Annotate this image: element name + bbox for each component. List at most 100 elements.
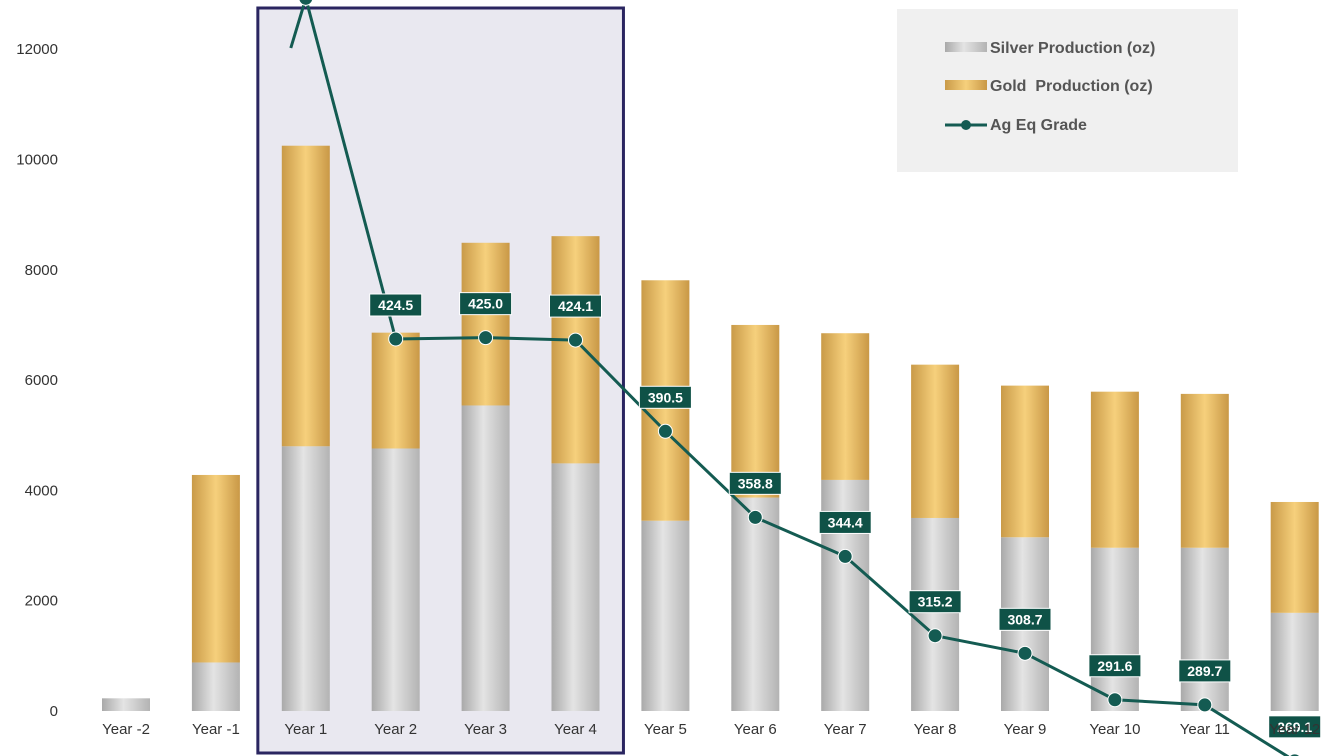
bar-gold-14 <box>1270 501 1319 613</box>
y-tick-label: 6000 <box>25 372 58 389</box>
axis-layer: 0 2000 4000 6000 8000 10000 12000 Year -2 Year -… <box>16 41 1320 738</box>
ag-eq-data-label: 344.4 <box>818 510 872 534</box>
data-label-box <box>728 471 782 495</box>
data-label-box <box>459 292 513 316</box>
legend-gold-swatch <box>945 80 987 90</box>
bar-gold-9 <box>821 333 870 480</box>
legend-silver: Silver Production (oz) <box>945 40 1155 57</box>
legend-silver-swatch <box>945 42 987 52</box>
data-label-text: 424.1 <box>558 298 593 314</box>
data-label-box <box>369 293 423 317</box>
ag-eq-grade-point <box>1017 645 1033 661</box>
data-label-text: 291.6 <box>1097 658 1132 674</box>
ag-eq-grade-point <box>298 0 314 6</box>
data-label-text: 358.8 <box>738 475 773 491</box>
legend-grade-label: Ag Eq Grade <box>990 117 1087 134</box>
x-tick-label: Year 1 <box>284 721 327 738</box>
data-label-text: 390.5 <box>648 389 683 405</box>
ag-eq-data-label: 291.6 <box>1088 654 1142 678</box>
bar-silver-6 <box>551 463 600 711</box>
x-tick-label: Year 10 <box>1089 721 1140 738</box>
y-tick-label: 10000 <box>16 152 58 169</box>
x-tick-label: Year 2 <box>374 721 417 738</box>
ag-eq-data-label: 390.5 <box>638 385 692 409</box>
ag-eq-data-label: 289.7 <box>1178 659 1232 683</box>
bar-silver-7 <box>641 520 690 711</box>
bar-silver-1 <box>102 698 150 711</box>
ag-eq-grade-point <box>1197 697 1213 713</box>
x-tick-label: Year 8 <box>914 721 957 738</box>
y-tick-label: 8000 <box>25 262 58 279</box>
ag-eq-grade-point <box>478 330 494 346</box>
data-label-box <box>1178 659 1232 683</box>
y-tick-label: 2000 <box>25 593 58 610</box>
data-label-box <box>1088 654 1142 678</box>
data-label-text: 425.0 <box>468 296 503 312</box>
bar-gold-13 <box>1180 393 1229 548</box>
data-label-box <box>1268 715 1322 739</box>
legend-box <box>897 9 1238 172</box>
ag-eq-data-label: 424.5 <box>369 293 423 317</box>
data-label-text: 289.7 <box>1187 663 1222 679</box>
ag-eq-data-label: 269.1 <box>1268 715 1322 739</box>
x-tick-label: Year -2 <box>102 721 150 738</box>
legend-gold: Gold Production (oz) <box>945 78 1153 95</box>
ag-eq-data-label: 424.1 <box>549 294 602 318</box>
ag-eq-grade-point <box>927 628 943 644</box>
bar-gold-12 <box>1090 391 1139 548</box>
bar-gold-2 <box>191 474 240 663</box>
y-tick-label: 4000 <box>25 482 58 499</box>
x-tick-label: Year 5 <box>644 721 687 738</box>
x-tick-label: Year 7 <box>824 721 867 738</box>
y-tick-label: 0 <box>50 703 58 720</box>
bar-gold-8 <box>731 324 780 498</box>
ag-eq-grade-point <box>837 548 853 564</box>
bar-gold-4 <box>371 332 420 449</box>
bar-layer <box>102 145 1319 711</box>
data-label-box <box>549 294 602 318</box>
legend: Silver Production (oz) Gold Production (o… <box>897 9 1238 172</box>
bar-gold-5 <box>461 242 510 406</box>
ag-eq-data-label: 358.8 <box>728 471 782 495</box>
x-tick-label: Year 6 <box>734 721 777 738</box>
legend-grade: Ag Eq Grade <box>945 117 1087 134</box>
bar-silver-14 <box>1270 612 1319 711</box>
ag-eq-data-label: 425.0 <box>459 292 513 316</box>
ag-eq-data-label: 308.7 <box>998 607 1052 631</box>
ag-eq-grade-point <box>388 331 404 347</box>
bar-silver-4 <box>371 448 420 711</box>
bar-gold-11 <box>1001 385 1049 538</box>
bar-silver-12 <box>1090 547 1139 711</box>
bar-silver-8 <box>731 497 780 711</box>
legend-gold-label: Gold Production (oz) <box>990 78 1153 95</box>
x-tick-label: Year 12 <box>1269 721 1320 738</box>
ag-eq-grade-point <box>568 332 583 348</box>
bar-silver-3 <box>281 446 330 711</box>
data-label-box <box>818 510 872 534</box>
bar-silver-13 <box>1180 547 1229 711</box>
ag-eq-grade-point <box>747 509 763 525</box>
data-label-box <box>638 385 692 409</box>
x-tick-label: Year 4 <box>554 721 597 738</box>
bar-gold-6 <box>551 236 600 464</box>
bar-gold-3 <box>281 145 330 447</box>
bar-gold-10 <box>911 364 960 518</box>
ag-eq-data-label: 315.2 <box>908 590 962 614</box>
ag-eq-grade-point <box>1288 753 1301 756</box>
legend-grade-marker <box>961 120 971 130</box>
ag-eq-grade-point <box>1107 692 1123 708</box>
line-layer: 550.0424.5425.0424.1390.5358.8344.4315.2… <box>289 0 1322 756</box>
data-label-text: 315.2 <box>918 594 953 610</box>
ag-eq-grade-point <box>657 423 673 439</box>
bar-silver-10 <box>911 517 960 711</box>
legend-silver-label: Silver Production (oz) <box>990 40 1155 57</box>
bar-silver-2 <box>191 662 240 711</box>
x-tick-label: Year 3 <box>464 721 507 738</box>
y-tick-label: 12000 <box>16 41 58 58</box>
x-tick-label: Year -1 <box>192 721 240 738</box>
data-label-text: 269.1 <box>1277 719 1312 735</box>
x-tick-label: Year 11 <box>1180 721 1230 738</box>
x-tick-label: Year 9 <box>1004 721 1047 738</box>
data-label-box <box>998 607 1052 631</box>
